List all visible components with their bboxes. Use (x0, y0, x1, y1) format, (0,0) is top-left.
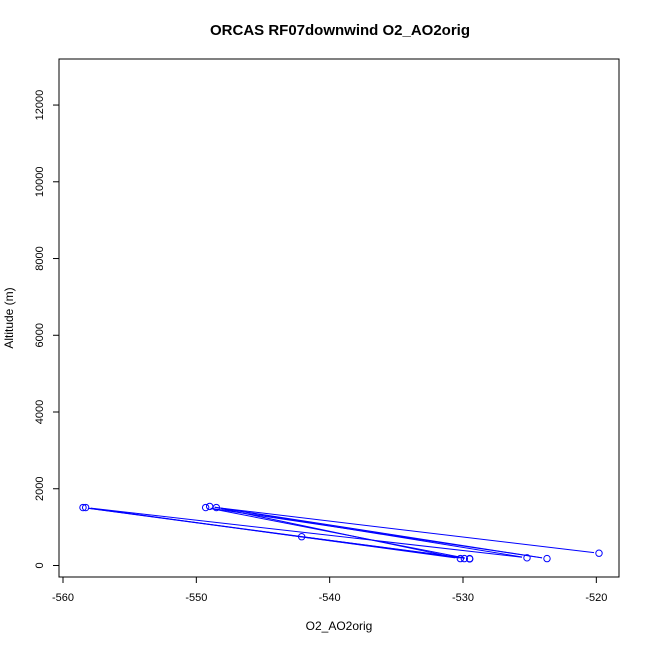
series-segment (210, 507, 543, 559)
data-point (201, 503, 210, 512)
y-tick-label: 8000 (34, 246, 46, 270)
data-point (81, 503, 90, 512)
y-axis-label: Altitude (m) (2, 287, 16, 348)
x-axis-label: O2_AO2orig (306, 619, 373, 633)
y-tick-label: 10000 (34, 166, 46, 197)
data-point (205, 502, 214, 511)
data-point (465, 554, 474, 563)
data-point (595, 549, 603, 557)
x-axis: -560 -550 -540 -530 -520 (52, 576, 607, 604)
plot-frame (58, 58, 620, 578)
data-point (523, 554, 531, 562)
data-point (297, 533, 306, 541)
x-tick-label: -530 (452, 592, 474, 604)
x-tick-label: -560 (52, 592, 74, 604)
series-segment (90, 507, 523, 558)
data-point (456, 554, 465, 563)
y-axis: 0 2000 4000 6000 8000 10000 12000 (34, 90, 60, 569)
data-point (460, 554, 469, 563)
y-tick-label: 0 (34, 562, 46, 568)
y-tick-label: 2000 (34, 477, 46, 501)
data-point (543, 554, 551, 563)
x-tick-label: -550 (185, 592, 207, 604)
y-tick-label: 12000 (34, 90, 46, 121)
chart-title: ORCAS RF07downwind O2_AO2orig (210, 22, 470, 39)
data-series (79, 502, 603, 563)
data-point (79, 503, 87, 512)
series-segment (306, 536, 465, 559)
y-tick-label: 6000 (34, 323, 46, 347)
x-tick-label: -520 (585, 592, 607, 604)
series-segment (210, 508, 465, 559)
y-tick-label: 4000 (34, 400, 46, 424)
x-tick-label: -540 (319, 592, 341, 604)
series-segment (221, 507, 595, 554)
